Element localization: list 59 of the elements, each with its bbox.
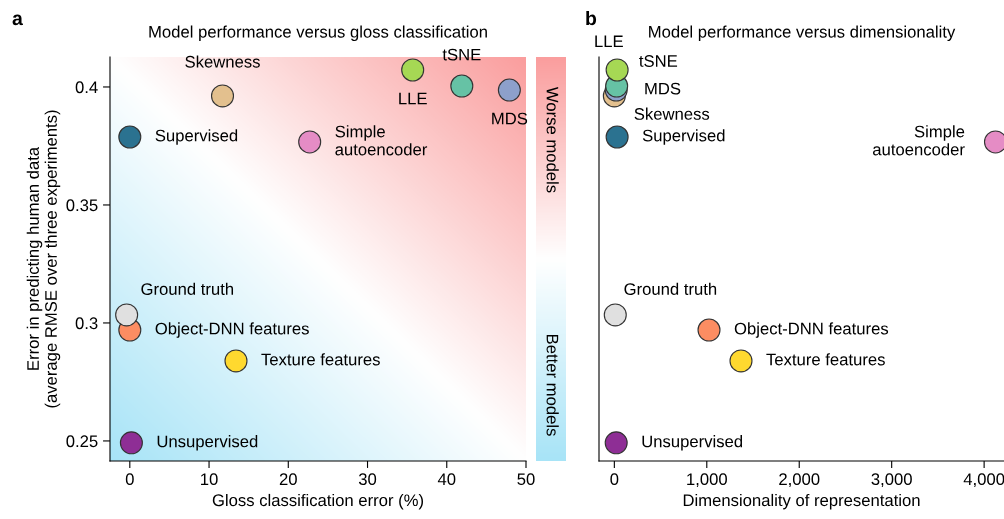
x-tick-label: 3,000 (871, 473, 912, 488)
x-tick-label: 10 (201, 473, 218, 486)
x-axis-title: Gloss classification error (%) (212, 493, 424, 510)
annotation: Unsupervised (157, 435, 258, 451)
point (497, 78, 521, 102)
x-tick-label: 40 (437, 473, 456, 486)
x-tick-label: 4,000 (963, 473, 1004, 488)
annotation: Texture features (766, 353, 885, 366)
y-tick-label: 0.3 (75, 317, 98, 330)
point (604, 431, 628, 455)
point (298, 130, 322, 154)
text: b (586, 10, 597, 26)
annotation: Supervised (642, 129, 725, 145)
x-tick-label: 20 (279, 473, 297, 486)
text: a (12, 14, 23, 26)
point (697, 318, 721, 342)
annotation: Ground truth (141, 282, 234, 295)
annotation: Texture features (261, 353, 380, 366)
point (401, 58, 425, 82)
annotation: Unsupervised (642, 435, 743, 451)
x-tick-label: 1,000 (687, 473, 727, 488)
annotation: Object-DNN features (734, 322, 889, 338)
point (729, 349, 753, 373)
point (605, 125, 629, 149)
point (605, 58, 629, 82)
annotation: tSNE (442, 48, 481, 61)
x-tick-label: 50 (517, 473, 535, 486)
text: Better models (546, 334, 559, 436)
annotation: Skewness (634, 107, 710, 120)
x-tick-label: 30 (358, 473, 377, 486)
annotation: MDS (492, 112, 528, 125)
chart-title: Model performance versus dimensionality (649, 25, 956, 42)
point (119, 431, 143, 455)
chart-title: Model performance versus gloss classification (149, 25, 487, 42)
annotation: LLE (595, 35, 623, 48)
annotation: MDS (645, 82, 681, 95)
point (210, 84, 235, 108)
y-tick-label: 0.4 (75, 81, 98, 94)
point (603, 303, 627, 327)
x-tick-label: 2,000 (779, 473, 820, 488)
annotation: LLE (399, 92, 427, 105)
point (224, 349, 248, 373)
annotation: Simple autoencoder (872, 125, 965, 156)
point (450, 74, 474, 98)
annotation: Simple autoencoder (335, 125, 428, 156)
x-tick-label: 0 (610, 473, 619, 486)
annotation: tSNE (639, 55, 678, 67)
annotation: Supervised (155, 129, 238, 145)
annotation: Ground truth (624, 282, 717, 295)
y-tick-label: 0.35 (66, 199, 98, 212)
annotation: Object-DNN features (155, 322, 309, 338)
x-axis-title: Dimensionality of representation (683, 493, 920, 510)
y-tick-label: 0.25 (66, 435, 98, 448)
point (118, 125, 142, 149)
point (115, 303, 139, 327)
y-axis-title: Error in predicting human data (average RMSE over three experiments) (26, 110, 61, 408)
x-tick-label: 0 (125, 473, 134, 486)
text: Worse models (546, 86, 559, 193)
annotation: Skewness (185, 55, 260, 68)
